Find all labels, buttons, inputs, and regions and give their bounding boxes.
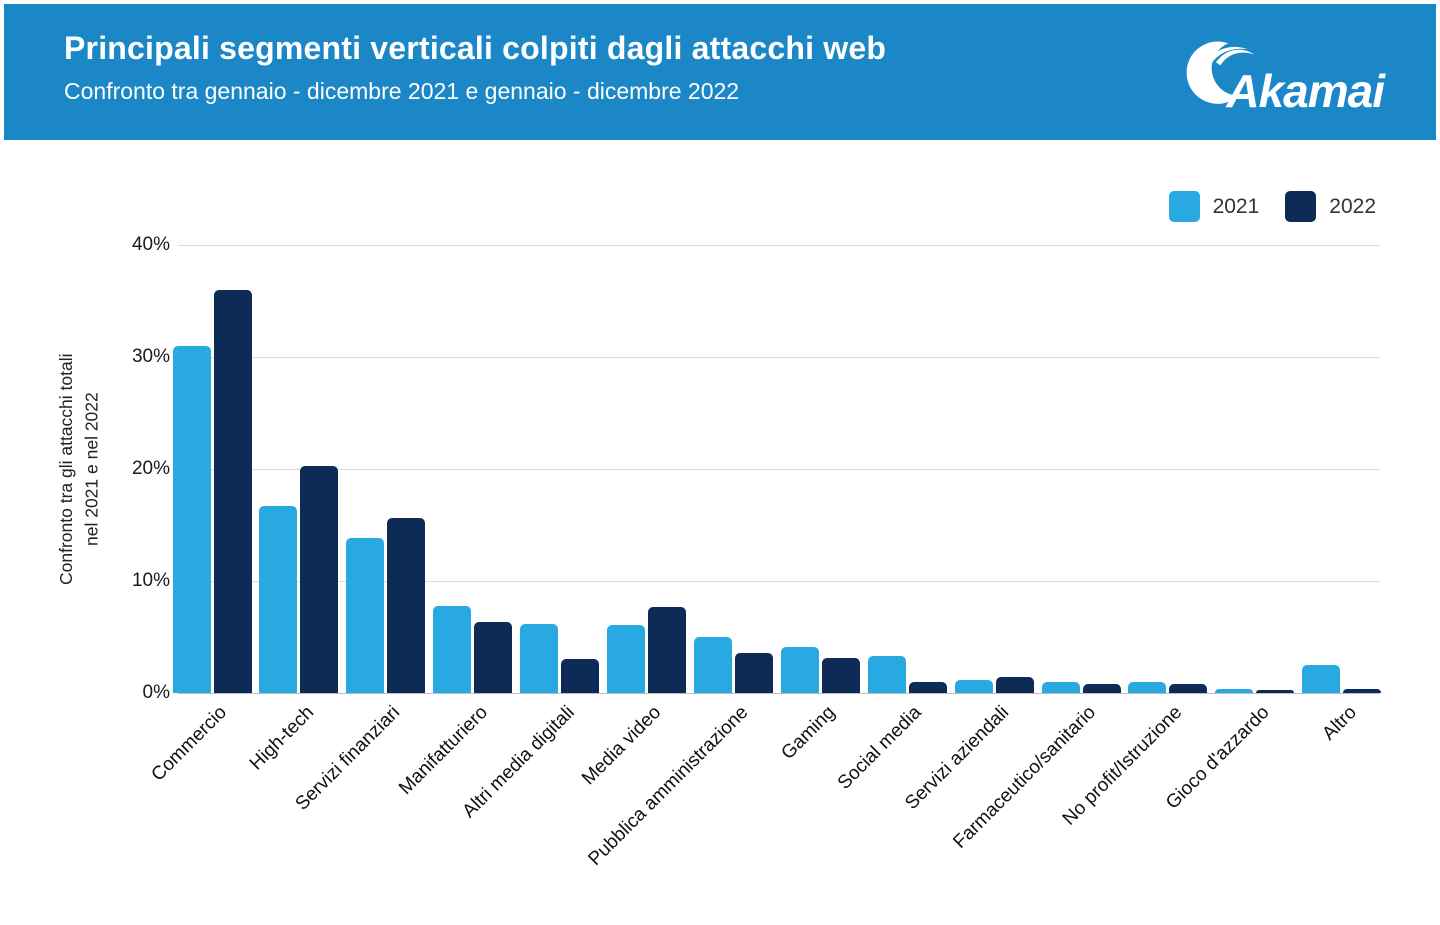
bar-2022 xyxy=(1256,689,1295,693)
x-category-label: Gaming xyxy=(777,702,840,764)
bar-2021 xyxy=(607,624,645,693)
bar-2021 xyxy=(520,623,559,693)
bar-2022 xyxy=(1169,684,1208,693)
gridline xyxy=(178,469,1380,470)
header-banner: Principali segmenti verticali colpiti da… xyxy=(4,4,1436,140)
bar-2021 xyxy=(259,505,298,693)
bar-2022 xyxy=(387,518,426,693)
gridline xyxy=(178,245,1380,246)
legend-item-2021: 2021 xyxy=(1168,191,1260,222)
bar-2021 xyxy=(346,538,385,693)
akamai-swoosh-icon xyxy=(1186,41,1256,104)
x-category-label: Pubblica amministrazione xyxy=(584,702,753,870)
y-tick-label: 20% xyxy=(131,458,170,479)
legend-swatch-2021 xyxy=(1168,191,1200,222)
bar-2022 xyxy=(1343,688,1382,693)
x-category-label: Manifatturiero xyxy=(394,702,492,799)
bar-2022 xyxy=(995,677,1034,693)
x-axis-line xyxy=(178,693,1380,694)
bar-2021 xyxy=(1128,681,1167,693)
bar-2022 xyxy=(821,658,860,693)
bar-2021 xyxy=(433,605,472,693)
bar-2021 xyxy=(954,679,993,693)
chart-title: Principali segmenti verticali colpiti da… xyxy=(64,30,887,66)
bar-2021 xyxy=(780,647,819,693)
bar-2022 xyxy=(648,606,686,693)
bar-2022 xyxy=(213,289,252,693)
x-category-label: High-tech xyxy=(245,702,318,775)
akamai-logo: Akamai xyxy=(1184,34,1385,118)
bar-2022 xyxy=(734,652,773,693)
bar-2021 xyxy=(172,345,211,693)
x-category-label: Media video xyxy=(578,702,666,790)
bar-2022 xyxy=(300,465,339,693)
bar-2021 xyxy=(1215,688,1254,693)
y-tick-label: 40% xyxy=(131,234,170,255)
bar-2021 xyxy=(1302,665,1341,693)
chart-subtitle: Confronto tra gennaio - dicembre 2021 e … xyxy=(64,78,740,104)
x-category-label: Altro xyxy=(1318,702,1361,745)
legend-label: 2022 xyxy=(1329,194,1376,218)
bar-2022 xyxy=(1082,684,1121,693)
legend-swatch-2022 xyxy=(1285,191,1317,222)
legend-item-2022: 2022 xyxy=(1285,191,1376,222)
y-tick-label: 0% xyxy=(142,682,170,703)
gridline xyxy=(178,357,1380,358)
bar-2021 xyxy=(693,637,732,693)
bar-2021 xyxy=(1041,681,1080,693)
chart-legend: 2021 2022 xyxy=(1168,191,1376,222)
x-category-label: Commercio xyxy=(147,702,231,786)
gridline xyxy=(178,581,1380,582)
bar-2022 xyxy=(908,681,947,693)
legend-label: 2021 xyxy=(1212,194,1260,218)
x-category-label: Farmaceutico/sanitario xyxy=(949,702,1100,853)
bar-2021 xyxy=(867,656,906,693)
bar-2022 xyxy=(474,622,513,693)
akamai-wordmark: Akamai xyxy=(1226,65,1385,117)
x-category-label: Social media xyxy=(834,702,927,794)
y-tick-label: 10% xyxy=(131,570,170,591)
bar-2022 xyxy=(561,659,600,693)
y-tick-label: 30% xyxy=(131,346,170,367)
